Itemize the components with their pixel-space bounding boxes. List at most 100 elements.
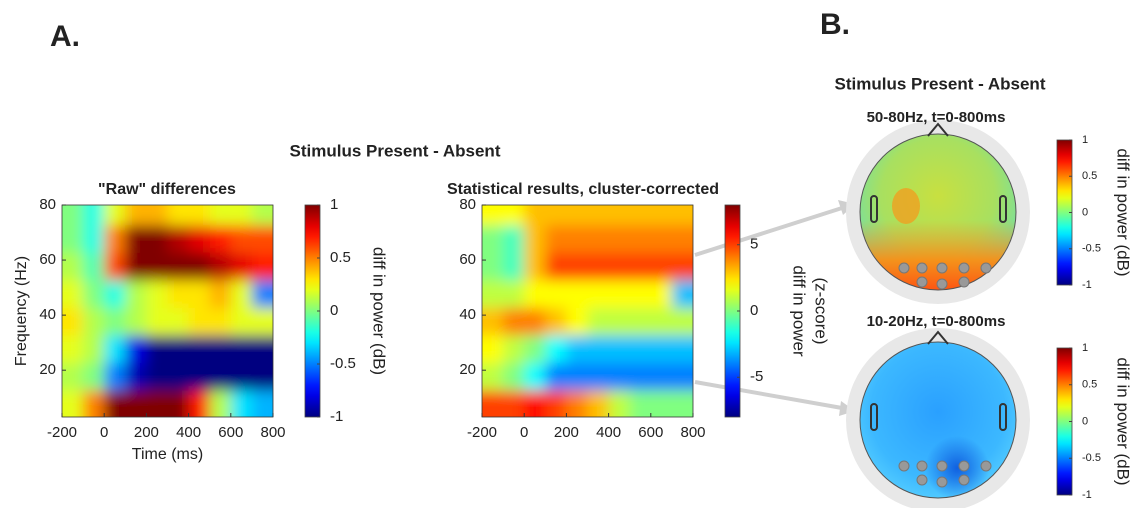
heatmap-cell	[230, 205, 253, 226]
heatmap-cell	[650, 361, 673, 391]
x-tick-label: 400	[596, 424, 621, 441]
panel-title: Stimulus Present - Absent	[835, 74, 1046, 93]
heatmap-cell	[251, 279, 273, 308]
heatmap-cell	[503, 205, 526, 226]
colorbar-tick-label: 1	[1082, 134, 1088, 146]
panel-label: B.	[820, 8, 850, 41]
x-tick-label: 600	[218, 424, 243, 441]
heatmap-cell	[167, 334, 190, 363]
heatmap-cell	[629, 205, 652, 226]
heatmap-cell	[146, 306, 169, 336]
colorbar-tick-label: 1	[330, 196, 338, 213]
y-tick-label: 60	[459, 251, 476, 268]
heatmap-cell	[587, 389, 610, 417]
heatmap-cell	[188, 389, 211, 417]
heatmap	[482, 205, 693, 417]
colorbar-label: diff in power (dB)	[1114, 148, 1133, 276]
heatmap-cell	[167, 389, 190, 417]
heatmap-cell	[482, 306, 505, 336]
y-tick-label: 40	[39, 306, 56, 323]
heatmap-cell	[167, 306, 190, 336]
heatmap-cell	[230, 251, 253, 281]
heatmap-cell	[230, 361, 253, 391]
heatmap-cell	[671, 361, 693, 391]
heatmap-cell	[524, 279, 547, 308]
heatmap-cell	[608, 279, 631, 308]
colorbar-label: diff in power (dB)	[370, 247, 389, 375]
heatmap-cell	[251, 389, 273, 417]
heatmap-cell	[566, 361, 589, 391]
heatmap-cell	[209, 251, 232, 281]
heatmap-cell	[650, 205, 673, 226]
x-tick-label: 800	[680, 424, 705, 441]
heatmap-cell	[503, 279, 526, 308]
heatmap-cell	[62, 279, 85, 308]
heatmap-cell	[251, 306, 273, 336]
x-tick-label: 200	[554, 424, 579, 441]
heatmap-cell	[104, 306, 127, 336]
heatmap-cell	[482, 279, 505, 308]
y-axis-label: Frequency (Hz)	[13, 256, 30, 366]
y-tick-label: 20	[459, 361, 476, 378]
heatmap-cell	[188, 306, 211, 336]
heatmap-cell	[587, 334, 610, 363]
heatmap-cell	[167, 279, 190, 308]
chart-title: 10-20Hz, t=0-800ms	[867, 313, 1006, 330]
heatmap-cell	[230, 306, 253, 336]
heatmap-cell	[104, 205, 127, 226]
heatmap-cell	[146, 279, 169, 308]
panel-title: Stimulus Present - Absent	[290, 141, 501, 160]
heatmap-cell	[62, 306, 85, 336]
heatmap-cell	[230, 389, 253, 417]
colorbar-tick-label: 0.5	[1082, 379, 1097, 391]
heatmap-cell	[587, 205, 610, 226]
heatmap-cell	[629, 361, 652, 391]
colorbar-label: diff in power (dB)	[1114, 357, 1133, 485]
heatmap-cell	[671, 306, 693, 336]
heatmap	[62, 205, 273, 417]
y-tick-label: 20	[39, 361, 56, 378]
heatmap-cell	[83, 224, 106, 253]
heatmap-cell	[524, 306, 547, 336]
heatmap-cell	[587, 306, 610, 336]
heatmap-cell	[608, 334, 631, 363]
heatmap-cell	[482, 251, 505, 281]
heatmap-cell	[671, 389, 693, 417]
heatmap-cell	[671, 205, 693, 226]
x-tick-label: 0	[100, 424, 108, 441]
colorbar-tick-label: -1	[330, 408, 343, 425]
heatmap-cell	[146, 224, 169, 253]
heatmap-cell	[482, 224, 505, 253]
heatmap-cell	[167, 251, 190, 281]
topoplot-head	[846, 120, 1030, 304]
heatmap-cell	[503, 389, 526, 417]
heatmap-cell	[125, 334, 148, 363]
heatmap-cell	[104, 224, 127, 253]
heatmap-cell	[524, 389, 547, 417]
heatmap-cell	[587, 251, 610, 281]
x-axis-label: Time (ms)	[132, 446, 203, 463]
colorbar-tick-label: 0	[1082, 206, 1088, 218]
heatmap-cell	[146, 251, 169, 281]
heatmap-cell	[545, 361, 568, 391]
heatmap-cell	[587, 279, 610, 308]
heatmap-cell	[230, 224, 253, 253]
heatmap-cell	[566, 251, 589, 281]
heatmap-cell	[146, 334, 169, 363]
colorbar-tick-label: -0.5	[1082, 452, 1101, 464]
colorbar-label: diff in power	[790, 265, 809, 357]
colorbar-tick-label: -1	[1082, 279, 1092, 291]
chart-title: 50-80Hz, t=0-800ms	[867, 109, 1006, 126]
heatmap-cell	[209, 361, 232, 391]
heatmap-cell	[503, 361, 526, 391]
heatmap-cell	[251, 224, 273, 253]
heatmap-cell	[608, 251, 631, 281]
colorbar-tick-label: 0	[750, 302, 758, 319]
heatmap-cell	[545, 389, 568, 417]
heatmap-cell	[104, 334, 127, 363]
heatmap-cell	[230, 334, 253, 363]
x-tick-label: 800	[260, 424, 285, 441]
chart-title: Statistical results, cluster-corrected	[447, 181, 719, 198]
heatmap-cell	[167, 205, 190, 226]
heatmap-cell	[671, 224, 693, 253]
